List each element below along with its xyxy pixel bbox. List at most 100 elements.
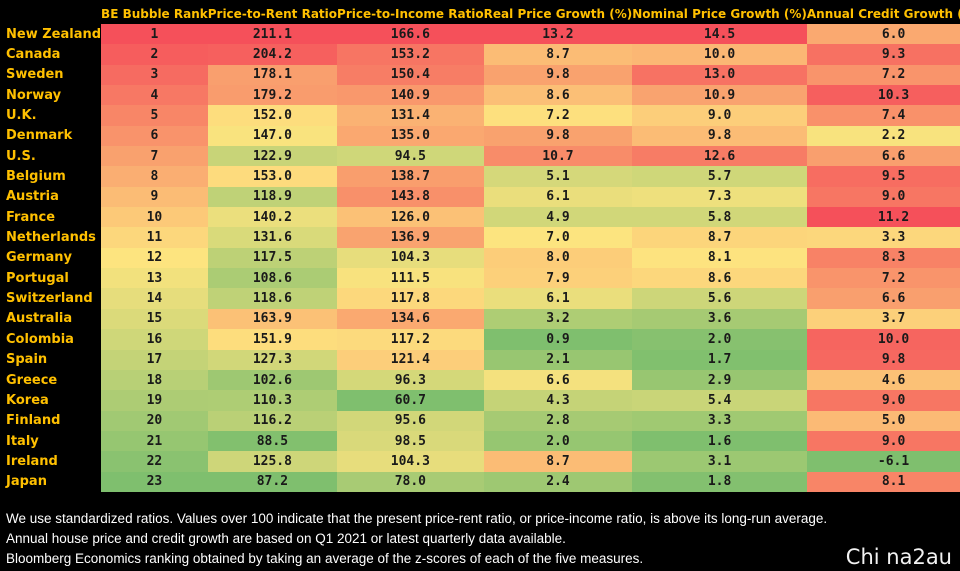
data-cell: 87.2 xyxy=(207,471,338,492)
data-cell: 1.7 xyxy=(632,349,807,370)
data-cell: 11.2 xyxy=(806,207,960,228)
data-cell: 9.0 xyxy=(806,430,960,452)
data-cell: 7.2 xyxy=(806,268,960,289)
table-row: Greece 18 102.6 96.3 6.6 2.9 4.6 xyxy=(0,369,960,391)
data-cell: 179.2 xyxy=(207,85,338,106)
data-cell: 9.3 xyxy=(806,44,960,65)
table-row: Austria 9 118.9 143.8 6.1 7.3 9.0 xyxy=(0,186,960,208)
data-cell: 0.9 xyxy=(483,329,633,350)
data-cell: 4.6 xyxy=(806,369,960,391)
data-cell: 118.9 xyxy=(207,186,338,208)
country-label: Switzerland xyxy=(0,288,102,309)
watermark: Chi na2au xyxy=(845,545,952,569)
data-cell: 136.9 xyxy=(337,227,484,248)
data-cell: 78.0 xyxy=(337,471,484,492)
data-cell: 7.9 xyxy=(483,268,633,289)
table-row: U.K. 5 152.0 131.4 7.2 9.0 7.4 xyxy=(0,105,960,126)
data-cell: 2.4 xyxy=(483,471,633,492)
data-cell: 20 xyxy=(101,410,208,431)
table-row: Spain 17 127.3 121.4 2.1 1.7 9.8 xyxy=(0,349,960,370)
data-cell: 19 xyxy=(101,390,208,411)
data-cell: 95.6 xyxy=(337,410,484,431)
data-cell: 4.3 xyxy=(483,390,633,411)
data-cell: 2.1 xyxy=(483,349,633,370)
data-cell: 16 xyxy=(101,329,208,350)
header-rank: BE Bubble Rank xyxy=(101,4,208,24)
data-cell: 204.2 xyxy=(207,44,338,65)
data-cell: 96.3 xyxy=(337,369,484,391)
footnote-growth-basis: Annual house price and credit growth are… xyxy=(6,531,566,546)
data-cell: 116.2 xyxy=(207,410,338,431)
data-cell: 94.5 xyxy=(337,146,484,167)
data-cell: 3.7 xyxy=(806,308,960,330)
data-cell: 2.9 xyxy=(632,369,807,391)
data-cell: 8 xyxy=(101,166,208,187)
data-cell: 4.9 xyxy=(483,207,633,228)
table-row: Colombia 16 151.9 117.2 0.9 2.0 10.0 xyxy=(0,329,960,350)
data-cell: 5.7 xyxy=(632,166,807,187)
data-cell: 7.2 xyxy=(483,105,633,126)
data-cell: 153.0 xyxy=(207,166,338,187)
data-cell: 147.0 xyxy=(207,125,338,147)
data-cell: 127.3 xyxy=(207,349,338,370)
data-cell: 10.0 xyxy=(632,44,807,65)
data-cell: 10.3 xyxy=(806,85,960,106)
data-cell: 9.0 xyxy=(632,105,807,126)
data-cell: 8.0 xyxy=(483,247,633,269)
data-cell: 151.9 xyxy=(207,329,338,350)
table-row: New Zealand 1 211.1 166.6 13.2 14.5 6.0 xyxy=(0,24,960,45)
header-price-to-income: Price-to-Income Ratio xyxy=(337,4,484,24)
header-real-price-growth: Real Price Growth (%) xyxy=(483,4,633,24)
country-label: Norway xyxy=(0,85,102,106)
table-row: France 10 140.2 126.0 4.9 5.8 11.2 xyxy=(0,207,960,228)
table-body: New Zealand 1 211.1 166.6 13.2 14.5 6.0 Canada 2… xyxy=(0,24,960,492)
data-cell: 6.0 xyxy=(806,24,960,45)
data-cell: 3.3 xyxy=(632,410,807,431)
data-cell: 122.9 xyxy=(207,146,338,167)
bubble-rank-table: BE Bubble Rank Price-to-Rent Ratio Price… xyxy=(0,4,960,492)
data-cell: 8.1 xyxy=(632,247,807,269)
data-cell: 5.1 xyxy=(483,166,633,187)
data-cell: -6.1 xyxy=(806,451,960,472)
data-cell: 21 xyxy=(101,430,208,452)
data-cell: 1 xyxy=(101,24,208,45)
data-cell: 140.2 xyxy=(207,207,338,228)
footnote-standardized-ratios: We use standardized ratios. Values over … xyxy=(6,511,828,526)
data-cell: 5.4 xyxy=(632,390,807,411)
data-cell: 2.8 xyxy=(483,410,633,431)
data-cell: 10.0 xyxy=(806,329,960,350)
table-row: Australia 15 163.9 134.6 3.2 3.6 3.7 xyxy=(0,308,960,330)
data-cell: 18 xyxy=(101,369,208,391)
data-cell: 60.7 xyxy=(337,390,484,411)
data-cell: 5.0 xyxy=(806,410,960,431)
data-cell: 152.0 xyxy=(207,105,338,126)
data-cell: 121.4 xyxy=(337,349,484,370)
data-cell: 5.6 xyxy=(632,288,807,309)
data-cell: 12 xyxy=(101,247,208,269)
data-cell: 126.0 xyxy=(337,207,484,228)
data-cell: 1.8 xyxy=(632,471,807,492)
data-cell: 1.6 xyxy=(632,430,807,452)
data-cell: 3.3 xyxy=(806,227,960,248)
table-row: U.S. 7 122.9 94.5 10.7 12.6 6.6 xyxy=(0,146,960,167)
data-cell: 4 xyxy=(101,85,208,106)
country-label: Canada xyxy=(0,44,102,65)
data-cell: 3 xyxy=(101,64,208,86)
data-cell: 117.5 xyxy=(207,247,338,269)
data-cell: 10 xyxy=(101,207,208,228)
table-row: Germany 12 117.5 104.3 8.0 8.1 8.3 xyxy=(0,247,960,269)
data-cell: 111.5 xyxy=(337,268,484,289)
country-label: Belgium xyxy=(0,166,102,187)
data-cell: 8.3 xyxy=(806,247,960,269)
data-cell: 3.6 xyxy=(632,308,807,330)
data-cell: 143.8 xyxy=(337,186,484,208)
table-row: Italy 21 88.5 98.5 2.0 1.6 9.0 xyxy=(0,430,960,452)
country-label: Italy xyxy=(0,430,102,452)
data-cell: 7.0 xyxy=(483,227,633,248)
data-cell: 118.6 xyxy=(207,288,338,309)
table-row: Ireland 22 125.8 104.3 8.7 3.1 -6.1 xyxy=(0,451,960,472)
table-row: Sweden 3 178.1 150.4 9.8 13.0 7.2 xyxy=(0,64,960,86)
table-row: Portugal 13 108.6 111.5 7.9 8.6 7.2 xyxy=(0,268,960,289)
data-cell: 13.2 xyxy=(483,24,633,45)
data-cell: 14.5 xyxy=(632,24,807,45)
